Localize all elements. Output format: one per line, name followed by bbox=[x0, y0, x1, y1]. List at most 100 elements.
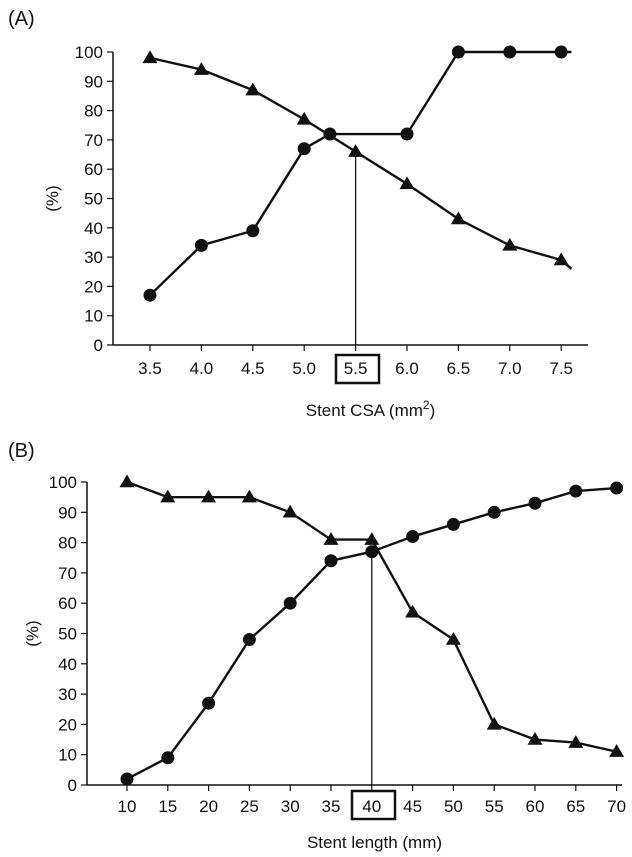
y-tick-label: 60 bbox=[84, 160, 103, 179]
data-point-triangle bbox=[405, 604, 421, 618]
x-tick-label: 30 bbox=[281, 797, 300, 816]
x-axis-title: Stent CSA (mm2) bbox=[306, 398, 436, 420]
chart-panel-a: 0 10 20 30 40 50 60 70 80 90 100 3.5 4.0 4.5 5.0 5.5 6.0… bbox=[43, 43, 588, 420]
y-tick-label: 30 bbox=[58, 685, 77, 704]
data-point-triangle bbox=[160, 489, 176, 503]
data-point-circle bbox=[400, 127, 414, 141]
x-tick-label: 6.5 bbox=[447, 359, 471, 378]
panel-b-label: (B) bbox=[8, 440, 35, 462]
series-line-triangle bbox=[149, 56, 573, 270]
data-point-triangle bbox=[241, 489, 257, 503]
data-point-circle bbox=[528, 496, 542, 510]
y-tick-label: 90 bbox=[84, 72, 103, 91]
data-point-circle bbox=[246, 224, 260, 238]
data-point-circle bbox=[323, 127, 337, 141]
data-point-triangle bbox=[364, 532, 380, 545]
panel-a-label: (A) bbox=[8, 8, 35, 30]
x-tick-label: 50 bbox=[444, 797, 463, 816]
data-point-circle bbox=[161, 751, 175, 765]
data-point-circle bbox=[324, 554, 338, 568]
data-point-circle bbox=[242, 633, 256, 647]
x-tick-label: 70 bbox=[607, 797, 626, 816]
data-point-triangle bbox=[609, 744, 625, 757]
y-tick-label: 20 bbox=[84, 277, 103, 296]
data-point-circle bbox=[365, 545, 379, 559]
data-point-triangle bbox=[399, 176, 415, 190]
y-tick-label: 40 bbox=[84, 219, 103, 238]
x-tick-label: 5.0 bbox=[292, 359, 316, 378]
y-tick-label: 20 bbox=[58, 715, 77, 734]
y-tick-label: 70 bbox=[84, 131, 103, 150]
data-point-circle bbox=[451, 45, 465, 59]
x-tick-label: 6.0 bbox=[395, 359, 419, 378]
y-tick-label: 40 bbox=[58, 655, 77, 674]
data-point-circle bbox=[503, 45, 517, 59]
highlight-box bbox=[334, 353, 381, 385]
y-tick-label: 80 bbox=[84, 102, 103, 121]
data-point-triangle bbox=[553, 252, 569, 266]
x-tick-label: 60 bbox=[526, 797, 545, 816]
x-axis-title-tail: ) bbox=[430, 401, 436, 420]
data-point-triangle bbox=[193, 62, 209, 75]
y-tick-label: 80 bbox=[58, 534, 77, 553]
data-point-triangle bbox=[450, 211, 466, 225]
x-tick-label: 5.5 bbox=[344, 359, 368, 378]
x-tick-label: 4.5 bbox=[241, 359, 265, 378]
data-point-circle bbox=[194, 238, 208, 252]
data-point-circle bbox=[406, 530, 420, 544]
data-point-triangle bbox=[245, 82, 261, 96]
x-tick-label: 65 bbox=[566, 797, 585, 816]
y-tick-label: 10 bbox=[84, 307, 103, 326]
data-point-triangle bbox=[486, 716, 502, 730]
x-axis-title-superscript: 2 bbox=[423, 398, 430, 412]
x-tick-label: 35 bbox=[322, 797, 341, 816]
x-tick-label: 7.5 bbox=[549, 359, 573, 378]
x-tick-label: 40 bbox=[362, 797, 381, 816]
x-tick-label: 4.0 bbox=[190, 359, 214, 378]
x-axis-title: Stent length (mm) bbox=[307, 833, 442, 852]
data-point-triangle bbox=[348, 144, 364, 157]
data-point-circle bbox=[569, 484, 583, 498]
y-axis-title: (%) bbox=[43, 185, 62, 211]
data-point-triangle bbox=[323, 532, 339, 545]
x-tick-label: 25 bbox=[240, 797, 259, 816]
chart-panel-b: 0 10 20 30 40 50 60 70 80 90 100 10 15 20 25 30 35 40 45 50… bbox=[23, 473, 626, 852]
x-tick-label: 20 bbox=[199, 797, 218, 816]
data-point-triangle bbox=[119, 474, 135, 488]
data-point-triangle bbox=[296, 111, 312, 125]
y-tick-label: 10 bbox=[58, 746, 77, 765]
y-axis-title: (%) bbox=[23, 620, 42, 646]
y-tick-label: 50 bbox=[58, 625, 77, 644]
series-line-circle bbox=[149, 50, 572, 297]
highlight-box bbox=[350, 789, 397, 821]
data-point-circle bbox=[143, 288, 157, 302]
y-tick-label: 60 bbox=[58, 594, 77, 613]
data-point-triangle bbox=[142, 50, 158, 64]
x-tick-label: 45 bbox=[403, 797, 422, 816]
y-tick-label: 30 bbox=[84, 248, 103, 267]
data-point-circle bbox=[297, 142, 311, 156]
y-tick-label: 90 bbox=[58, 503, 77, 522]
data-point-triangle bbox=[201, 489, 217, 503]
y-tick-label: 0 bbox=[94, 336, 103, 355]
x-tick-label: 10 bbox=[118, 797, 137, 816]
y-tick-label: 100 bbox=[49, 473, 77, 492]
y-tick-label: 100 bbox=[75, 43, 103, 62]
y-tick-label: 70 bbox=[58, 564, 77, 583]
data-point-triangle bbox=[568, 735, 584, 748]
data-point-circle bbox=[283, 596, 297, 610]
data-point-triangle bbox=[502, 237, 518, 251]
data-point-circle bbox=[610, 481, 624, 495]
x-tick-label: 3.5 bbox=[138, 359, 162, 378]
data-point-triangle bbox=[445, 632, 461, 645]
x-tick-label: 55 bbox=[485, 797, 504, 816]
data-point-triangle bbox=[527, 732, 543, 745]
y-tick-label: 50 bbox=[84, 190, 103, 209]
data-point-circle bbox=[120, 772, 134, 786]
y-tick-label: 0 bbox=[68, 776, 77, 795]
data-point-triangle bbox=[282, 504, 298, 518]
x-tick-label: 15 bbox=[158, 797, 177, 816]
data-point-circle bbox=[446, 517, 460, 531]
x-tick-label: 7.0 bbox=[498, 359, 522, 378]
